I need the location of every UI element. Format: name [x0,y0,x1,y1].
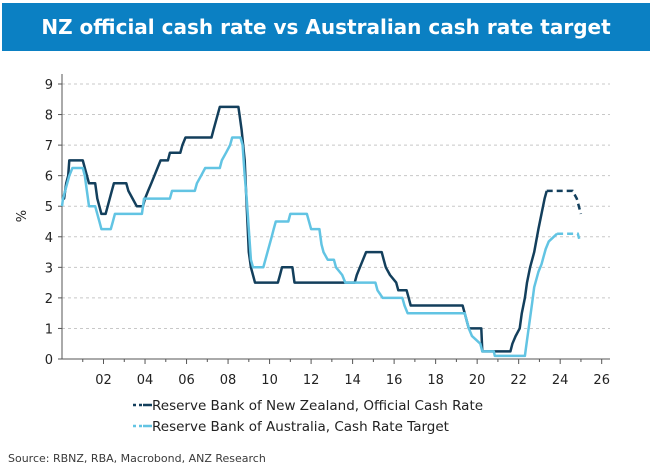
y-tick-label-3: 3 [45,261,53,276]
y-tick-label-5: 5 [45,200,53,215]
source-note: Source: RBNZ, RBA, Macrobond, ANZ Resear… [8,452,266,465]
y-axis-label: % [15,210,30,222]
x-tick-label-22: 22 [510,373,527,388]
x-tick-label-26: 26 [593,373,610,388]
series-line-rba [60,136,558,358]
y-tick-label-0: 0 [45,353,53,368]
y-tick-label-1: 1 [45,322,53,337]
series-line-rbnz [62,105,548,353]
chart-title: NZ official cash rate vs Australian cash… [41,15,611,39]
y-tick-label-8: 8 [45,109,53,124]
x-tick-label-20: 20 [469,373,486,388]
data-lines [60,105,583,358]
x-tick-label-10: 10 [261,373,278,388]
legend-label-rba: Reserve Bank of Australia, Cash Rate Tar… [152,419,449,435]
axes [58,74,610,364]
x-tick-label-14: 14 [344,373,361,388]
y-tick-label-9: 9 [45,78,53,93]
y-tick-label-7: 7 [45,139,53,154]
x-tick-label-24: 24 [552,373,569,388]
legend-label-rbnz: Reserve Bank of New Zealand, Official Ca… [152,398,483,414]
series-forecast-rbnz [546,189,583,215]
legend: Reserve Bank of New Zealand, Official Ca… [133,398,483,435]
x-tick-label-02: 02 [95,373,112,388]
y-tick-label-4: 4 [45,231,53,246]
x-tick-label-16: 16 [386,373,403,388]
title-banner: NZ official cash rate vs Australian cash… [2,3,650,51]
x-tick-label-12: 12 [303,373,320,388]
x-tick-label-18: 18 [427,373,444,388]
x-tick-label-06: 06 [178,373,195,388]
y-tick-label-2: 2 [45,292,53,307]
x-tick-label-04: 04 [137,373,154,388]
series-forecast-rba [557,232,582,242]
x-tick-label-08: 08 [220,373,237,388]
y-tick-label-6: 6 [45,170,53,185]
